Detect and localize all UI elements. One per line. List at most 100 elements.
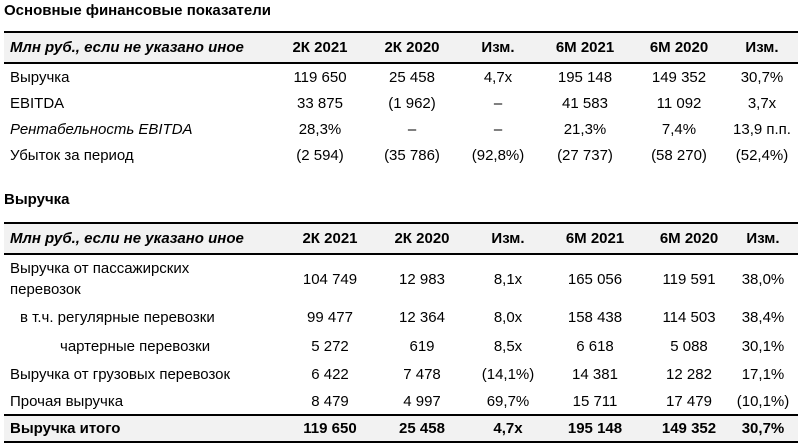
cell-value: 15 711 [572,392,618,410]
cell-value: – [407,120,417,138]
table-row: Выручка 119 650 25 458 4,7x 195 148 149 … [4,64,798,90]
financial-indicators-table: Млн руб., если не указано иное 2К 2021 2… [4,31,798,168]
cell-value: 12 983 [399,270,445,288]
table1-header-row: Млн руб., если не указано иное 2К 2021 2… [4,31,798,64]
cell-value: 8,1x [493,270,523,288]
cell-value: 38,0% [741,270,785,288]
cell-value: 119 591 [662,270,716,288]
cell-value: (58 270) [651,146,707,164]
cell-value: 38,4% [741,309,785,326]
row-label: EBITDA [10,94,65,112]
cell-value: 5 088 [670,337,708,355]
table2-header-col4: 6М 2021 [565,230,625,247]
cell-value: (1 962) [388,94,436,112]
cell-value: 99 477 [307,309,353,326]
cell-value: 119 650 [303,420,357,437]
cell-value: 33 875 [297,94,343,112]
table2-header-col1: 2К 2021 [302,230,358,247]
table-row: Рентабельность EBITDA 28,3% – – 21,3% 7,… [4,116,798,142]
table-row: Выручка от грузовых перевозок 6 422 7 47… [4,360,798,388]
table2-title: Выручка [4,191,70,208]
table-row: EBITDA 33 875 (1 962) – 41 583 11 092 3,… [4,90,798,116]
table-row: Выручка от пассажирских перевозок 104 74… [4,255,798,303]
row-label: Рентабельность EBITDA [10,120,193,138]
table1-header-col5: 6М 2020 [649,39,709,56]
cell-value: 30,1% [741,337,785,355]
table1-header-col2: 2К 2020 [384,39,440,56]
table1-header-col6: Изм. [745,39,779,56]
cell-value: 5 272 [311,337,349,355]
table-row: чартерные перевозки 5 272 619 8,5x 6 618… [4,332,798,360]
cell-value: 30,7% [741,420,785,437]
cell-value: 6 618 [576,337,614,355]
cell-value: 104 749 [302,270,358,288]
cell-value: 8,0x [493,309,523,326]
cell-value: 158 438 [567,309,623,326]
table2-header-col6: Изм. [746,230,780,247]
cell-value: 165 056 [567,270,623,288]
cell-value: 69,7% [486,392,530,410]
cell-value: 4,7x [493,420,523,437]
cell-value: (27 737) [557,146,613,164]
cell-value: 195 148 [567,420,623,437]
table-row-total: Выручка итого 119 650 25 458 4,7x 195 14… [4,414,798,443]
cell-value: (14,1%) [481,365,535,383]
row-label: Выручка итого [10,420,121,437]
cell-value: 8 479 [311,392,349,410]
row-label: Выручка от грузовых перевозок [10,365,231,383]
cell-value: 619 [409,337,435,355]
table2-header-label: Млн руб., если не указано иное [10,230,244,247]
table-row: в т.ч. регулярные перевозки 99 477 12 36… [4,303,798,332]
cell-value: 149 352 [651,68,707,86]
table1-header-col4: 6М 2021 [555,39,615,56]
cell-value: (2 594) [296,146,344,164]
row-label: Прочая выручка [10,392,124,410]
cell-value: 149 352 [661,420,717,437]
cell-value: 119 650 [293,68,347,86]
cell-value: 12 364 [399,309,445,326]
cell-value: 25 458 [399,420,445,437]
cell-value: 3,7x [747,94,777,112]
cell-value: (52,4%) [735,146,789,164]
table-row: Прочая выручка 8 479 4 997 69,7% 15 711 … [4,388,798,414]
cell-value: 4 997 [403,392,441,410]
cell-value: 6 422 [311,365,349,383]
row-label: Выручка от пассажирских перевозок [10,260,190,298]
table1-title: Основные финансовые показатели [4,2,271,19]
table1-header-col1: 2К 2021 [292,39,348,56]
cell-value: 28,3% [298,120,342,138]
table2-header-col2: 2К 2020 [394,230,450,247]
cell-value: – [493,120,503,138]
cell-value: 8,5x [493,337,523,355]
revenue-table: Млн руб., если не указано иное 2К 2021 2… [4,222,798,443]
cell-value: 13,9 п.п. [733,120,791,138]
row-label: Выручка [10,68,70,86]
cell-value: 11 092 [656,94,702,112]
cell-value: 114 503 [662,309,716,326]
cell-value: 41 583 [562,94,608,112]
row-label: Убыток за период [10,146,134,164]
cell-value: 25 458 [389,68,435,86]
cell-value: 17 479 [666,392,712,410]
table1-header-label: Млн руб., если не указано иное [10,39,244,56]
cell-value: (35 786) [384,146,440,164]
row-label: в т.ч. регулярные перевозки [20,309,215,326]
table1-header-col3: Изм. [481,39,515,56]
cell-value: – [493,94,503,112]
table2-header-col5: 6М 2020 [659,230,719,247]
cell-value: 12 282 [666,365,712,383]
cell-value: (92,8%) [471,146,525,164]
cell-value: 7,4% [661,120,697,138]
cell-value: 21,3% [563,120,607,138]
row-label: чартерные перевозки [60,337,211,355]
cell-value: 17,1% [741,365,785,383]
cell-value: 195 148 [557,68,613,86]
cell-value: 14 381 [572,365,618,383]
cell-value: (10,1%) [736,392,790,410]
cell-value: 4,7x [483,68,513,86]
table-row: Убыток за период (2 594) (35 786) (92,8%… [4,142,798,168]
table2-header-col3: Изм. [491,230,525,247]
cell-value: 30,7% [740,68,784,86]
cell-value: 7 478 [403,365,441,383]
table2-header-row: Млн руб., если не указано иное 2К 2021 2… [4,222,798,255]
